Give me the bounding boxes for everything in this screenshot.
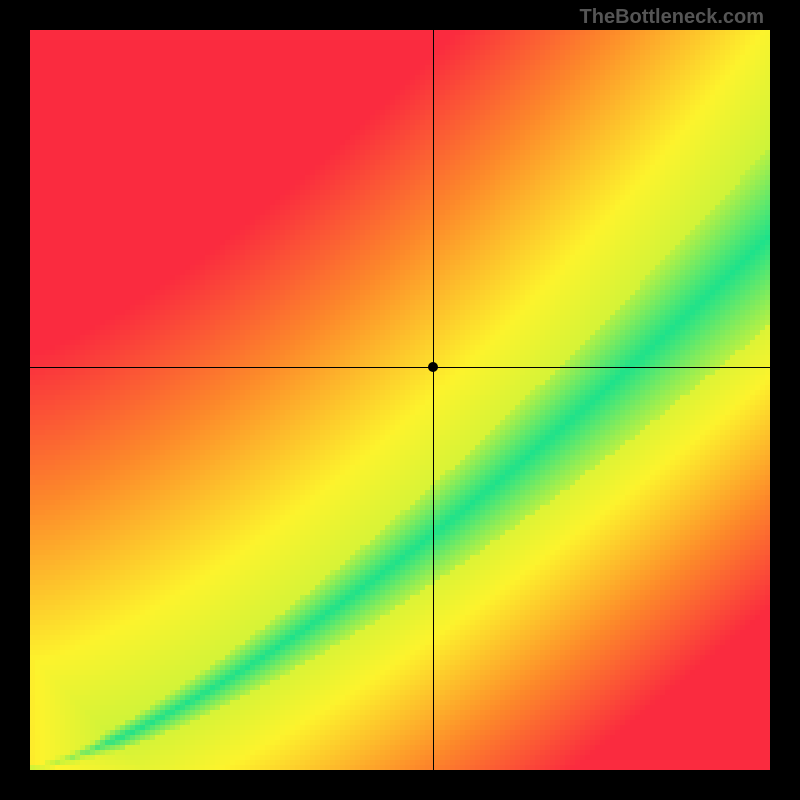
plot-area bbox=[30, 30, 770, 770]
heatmap-canvas bbox=[30, 30, 770, 770]
crosshair-marker bbox=[428, 362, 438, 372]
crosshair-vertical bbox=[433, 30, 434, 770]
watermark-text: TheBottleneck.com bbox=[580, 6, 764, 29]
crosshair-horizontal bbox=[30, 367, 770, 368]
chart-container: TheBottleneck.com bbox=[0, 0, 800, 800]
